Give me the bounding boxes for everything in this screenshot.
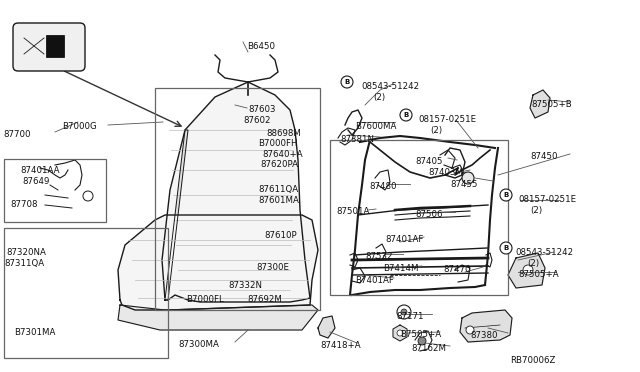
Polygon shape: [393, 325, 407, 341]
Text: 87403M: 87403M: [428, 168, 463, 177]
Text: B7505+A: B7505+A: [400, 330, 441, 339]
Text: 87700: 87700: [3, 130, 31, 139]
Text: 87603: 87603: [248, 105, 275, 114]
Text: 87300MA: 87300MA: [178, 340, 219, 349]
Bar: [155, 88, 320, 310]
Text: B: B: [504, 245, 509, 251]
Text: (2): (2): [430, 126, 442, 135]
Polygon shape: [530, 90, 550, 118]
Text: 87171: 87171: [396, 312, 424, 321]
Text: B7000FH: B7000FH: [258, 139, 298, 148]
Text: B7000FL: B7000FL: [186, 295, 224, 304]
Text: 87418+A: 87418+A: [320, 341, 360, 350]
Text: B7000G: B7000G: [62, 122, 97, 131]
Polygon shape: [508, 253, 545, 288]
Circle shape: [341, 76, 353, 88]
Circle shape: [523, 265, 533, 275]
Text: B: B: [504, 192, 509, 198]
Circle shape: [500, 189, 512, 201]
Text: 87470: 87470: [443, 265, 470, 274]
Text: 87649: 87649: [22, 177, 49, 186]
Text: B7600MA: B7600MA: [355, 122, 396, 131]
Text: 87611QA: 87611QA: [258, 185, 298, 194]
Circle shape: [418, 337, 426, 345]
Polygon shape: [460, 310, 512, 342]
Text: 87332N: 87332N: [228, 281, 262, 290]
Polygon shape: [162, 82, 310, 302]
Text: (2): (2): [530, 206, 542, 215]
Text: 87401AF: 87401AF: [385, 235, 424, 244]
FancyBboxPatch shape: [13, 23, 85, 71]
Text: 87505+A: 87505+A: [518, 270, 559, 279]
Bar: [46, 35, 64, 57]
Text: 87381N: 87381N: [340, 135, 374, 144]
Circle shape: [462, 172, 474, 184]
Text: 87602: 87602: [243, 116, 271, 125]
Text: 87300E: 87300E: [256, 263, 289, 272]
Text: 87505+B: 87505+B: [531, 100, 572, 109]
Circle shape: [83, 191, 93, 201]
Bar: [4, 159, 106, 222]
Text: 88698M: 88698M: [266, 129, 301, 138]
Text: (2): (2): [373, 93, 385, 102]
Polygon shape: [118, 305, 318, 330]
Text: 87708: 87708: [10, 200, 38, 209]
Text: 87405: 87405: [415, 157, 442, 166]
Text: 08157-0251E: 08157-0251E: [518, 195, 576, 204]
Text: 87610P: 87610P: [264, 231, 296, 240]
Circle shape: [400, 109, 412, 121]
Circle shape: [397, 330, 403, 336]
Text: 87601MA: 87601MA: [258, 196, 299, 205]
Text: B: B: [344, 79, 349, 85]
Polygon shape: [318, 316, 335, 338]
Text: 87320NA: 87320NA: [6, 248, 46, 257]
Text: 87455: 87455: [450, 180, 477, 189]
Text: 87311QA: 87311QA: [4, 259, 44, 268]
Text: B: B: [403, 112, 408, 118]
Text: 87620PA: 87620PA: [260, 160, 298, 169]
Text: 87506: 87506: [415, 210, 442, 219]
Bar: [4, 228, 168, 358]
Text: 87162M: 87162M: [411, 344, 446, 353]
Circle shape: [397, 305, 411, 319]
Text: 87501A: 87501A: [336, 207, 369, 216]
Text: 87401AA: 87401AA: [20, 166, 60, 175]
Text: RB70006Z: RB70006Z: [510, 356, 556, 365]
Text: 87450: 87450: [530, 152, 557, 161]
Circle shape: [500, 242, 512, 254]
Polygon shape: [118, 215, 318, 310]
Text: 87640+A: 87640+A: [262, 150, 303, 159]
Text: 87480: 87480: [369, 182, 397, 191]
Polygon shape: [165, 130, 188, 300]
Text: B7401AF: B7401AF: [355, 276, 394, 285]
Text: B6450: B6450: [247, 42, 275, 51]
Text: 87692M: 87692M: [247, 295, 282, 304]
Text: B7301MA: B7301MA: [14, 328, 56, 337]
Text: 08543-51242: 08543-51242: [361, 82, 419, 91]
Bar: [330, 140, 508, 295]
Text: 08157-0251E: 08157-0251E: [418, 115, 476, 124]
Text: (2): (2): [527, 259, 539, 268]
Text: B7414M: B7414M: [383, 264, 419, 273]
Text: 87380: 87380: [470, 331, 497, 340]
Circle shape: [466, 326, 474, 334]
Text: 87532: 87532: [365, 252, 392, 261]
Text: 08543-51242: 08543-51242: [515, 248, 573, 257]
Circle shape: [401, 309, 407, 315]
